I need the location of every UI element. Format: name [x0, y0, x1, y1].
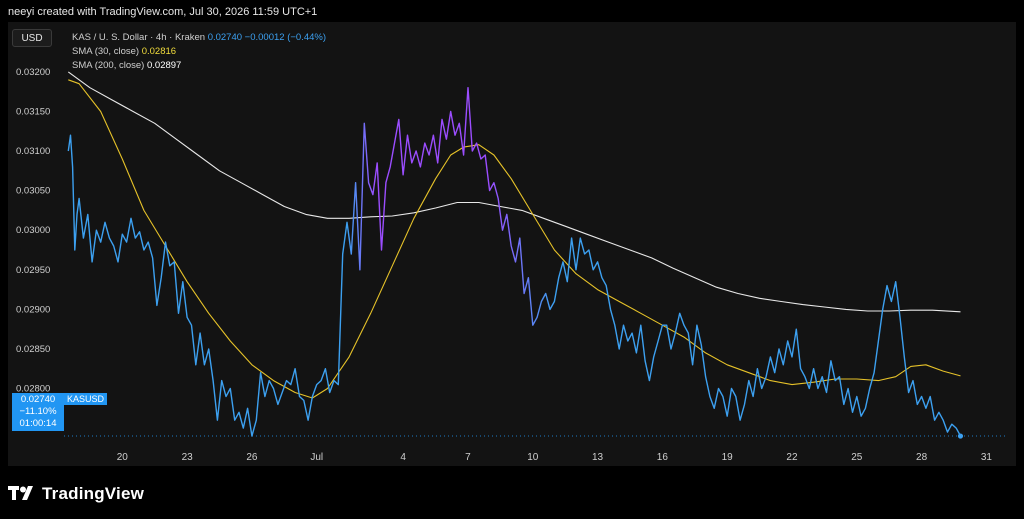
- legend-sma30: SMA (30, close) 0.02816: [72, 46, 176, 57]
- tradingview-logo-icon: [8, 486, 36, 502]
- tradingview-logo[interactable]: TradingView: [8, 484, 144, 504]
- legend-main-price: 0.02740: [207, 32, 243, 43]
- chart-attribution: neeyi created with TradingView.com, Jul …: [8, 6, 318, 18]
- price-badge: 0.02740 −11.10% 01:00:14: [12, 393, 64, 431]
- legend-main: KAS / U. S. Dollar · 4h · Kraken 0.02740…: [72, 32, 326, 43]
- legend-sma200-label: SMA (200, close): [72, 60, 145, 71]
- symbol-badge: KASUSD: [64, 393, 108, 405]
- price-badge-timer: 01:00:14: [19, 418, 57, 429]
- currency-button[interactable]: USD: [12, 29, 52, 47]
- chart-panel[interactable]: [8, 22, 1016, 466]
- legend-sma30-label: SMA (30, close): [72, 46, 140, 57]
- legend-sma30-value: 0.02816: [141, 46, 177, 57]
- legend-main-label: KAS / U. S. Dollar · 4h · Kraken: [72, 32, 206, 43]
- price-badge-pct: −11.10%: [19, 406, 57, 417]
- legend-sma200-value: 0.02897: [146, 60, 182, 71]
- price-badge-price: 0.02740: [20, 394, 56, 405]
- legend-main-change: −0.00012 (−0.44%): [244, 32, 327, 43]
- legend-sma200: SMA (200, close) 0.02897: [72, 60, 181, 71]
- tradingview-brand: TradingView: [42, 484, 145, 503]
